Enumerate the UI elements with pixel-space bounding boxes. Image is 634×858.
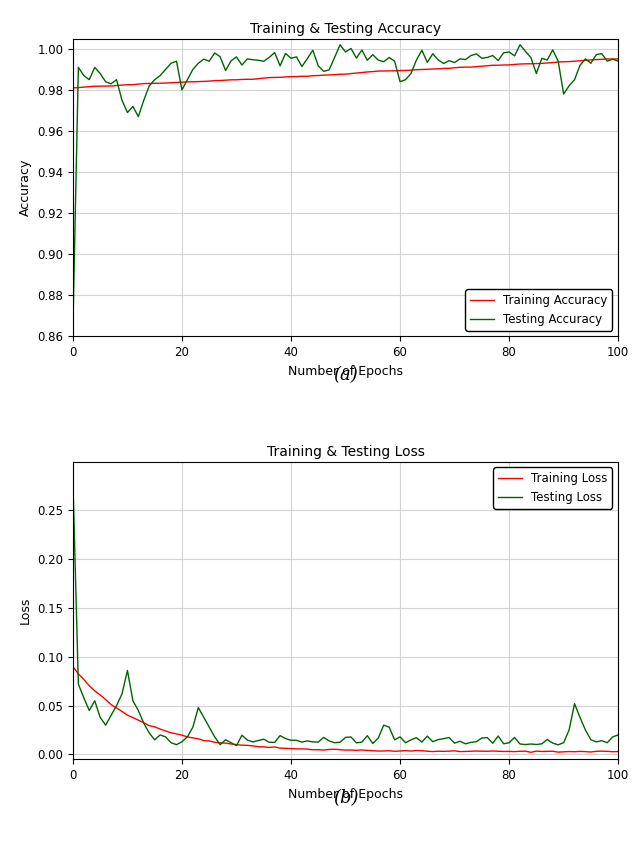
Text: (a): (a) (333, 366, 358, 384)
X-axis label: Number of Epochs: Number of Epochs (288, 365, 403, 378)
Testing Loss (402, 738, 410, 748)
Training Loss (451, 746, 458, 756)
Testing Loss (456, 736, 464, 746)
Training Accuracy (320, 70, 328, 81)
Training Accuracy (451, 63, 458, 73)
Title: Training & Testing Loss: Training & Testing Loss (266, 445, 425, 459)
Training Loss (396, 746, 404, 756)
Text: (b): (b) (333, 789, 358, 807)
Training Loss (614, 746, 622, 757)
Testing Accuracy (456, 54, 464, 64)
Y-axis label: Loss: Loss (18, 596, 32, 624)
Line: Training Loss: Training Loss (73, 667, 618, 752)
Testing Loss (614, 730, 622, 740)
X-axis label: Number of Epochs: Number of Epochs (288, 788, 403, 801)
Y-axis label: Accuracy: Accuracy (18, 159, 32, 216)
Training Loss (107, 699, 115, 710)
Training Loss (478, 746, 486, 757)
Training Accuracy (205, 76, 213, 87)
Testing Loss (233, 740, 240, 751)
Title: Training & Testing Accuracy: Training & Testing Accuracy (250, 22, 441, 36)
Training Loss (527, 747, 534, 758)
Training Loss (205, 736, 213, 746)
Testing Loss (107, 710, 115, 721)
Testing Accuracy (402, 75, 410, 85)
Testing Loss (484, 733, 491, 743)
Legend: Training Accuracy, Testing Accuracy: Training Accuracy, Testing Accuracy (465, 289, 612, 330)
Line: Testing Loss: Testing Loss (73, 481, 618, 746)
Testing Accuracy (107, 79, 115, 89)
Testing Accuracy (336, 39, 344, 50)
Testing Accuracy (484, 52, 491, 63)
Training Loss (320, 745, 328, 755)
Training Accuracy (107, 81, 115, 91)
Testing Loss (205, 722, 213, 732)
Training Accuracy (614, 54, 622, 64)
Testing Loss (325, 736, 333, 746)
Line: Training Accuracy: Training Accuracy (73, 59, 618, 88)
Testing Accuracy (205, 56, 213, 66)
Testing Accuracy (320, 66, 328, 76)
Legend: Training Loss, Testing Loss: Training Loss, Testing Loss (493, 468, 612, 509)
Testing Accuracy (614, 56, 622, 66)
Training Loss (69, 662, 77, 672)
Training Accuracy (69, 82, 77, 93)
Training Accuracy (478, 61, 486, 71)
Training Accuracy (396, 65, 404, 76)
Testing Loss (69, 476, 77, 486)
Line: Testing Accuracy: Testing Accuracy (73, 45, 618, 326)
Testing Accuracy (69, 321, 77, 331)
